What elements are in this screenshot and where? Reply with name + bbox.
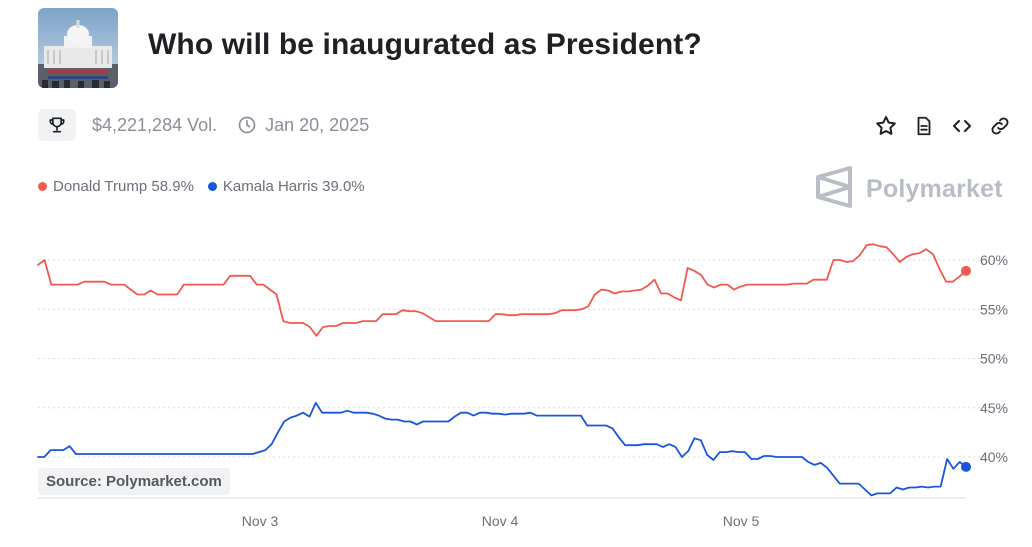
legend-label-harris: Kamala Harris 39.0% bbox=[222, 178, 365, 195]
source-label: Source: Polymarket.com bbox=[38, 468, 230, 495]
code-embed-icon[interactable] bbox=[948, 112, 976, 140]
chart-legend: Donald Trump 58.9% Kamala Harris 39.0% bbox=[38, 178, 379, 195]
clock-icon bbox=[237, 115, 257, 135]
link-icon[interactable] bbox=[986, 112, 1014, 140]
capitol-building-icon bbox=[38, 8, 118, 88]
legend-item-harris: Kamala Harris 39.0% bbox=[207, 178, 365, 195]
polymarket-logo-icon bbox=[814, 164, 854, 215]
star-icon[interactable] bbox=[872, 112, 900, 140]
y-tick-label: 50% bbox=[980, 351, 1008, 367]
trump-series-line bbox=[37, 243, 967, 337]
y-tick-label: 55% bbox=[980, 301, 1008, 317]
volume-text: $4,221,284 Vol. bbox=[92, 114, 218, 135]
y-tick-label: 45% bbox=[980, 400, 1008, 416]
legend-label-trump: Donald Trump 58.9% bbox=[53, 178, 194, 195]
market-title: Who will be inaugurated as President? bbox=[148, 28, 702, 61]
trump-endpoint-marker bbox=[961, 265, 971, 276]
document-icon[interactable] bbox=[910, 112, 938, 140]
y-tick-label: 40% bbox=[980, 449, 1008, 465]
harris-series-line bbox=[37, 401, 967, 497]
legend-dot-trump bbox=[38, 182, 47, 191]
end-date-text: Jan 20, 2025 bbox=[265, 114, 370, 135]
action-toolbar bbox=[872, 112, 1024, 140]
market-meta: $4,221,284 Vol. Jan 20, 2025 bbox=[38, 108, 369, 142]
brand-watermark: Polymarket bbox=[814, 164, 1003, 215]
legend-dot-harris bbox=[207, 182, 217, 191]
x-tick-label: Nov 3 bbox=[242, 513, 279, 529]
x-tick-label: Nov 5 bbox=[723, 513, 760, 529]
trophy-icon[interactable] bbox=[38, 109, 76, 141]
harris-endpoint-marker bbox=[961, 461, 971, 472]
y-tick-label: 60% bbox=[980, 252, 1008, 268]
x-tick-label: Nov 4 bbox=[482, 513, 519, 529]
legend-item-trump: Donald Trump 58.9% bbox=[38, 178, 194, 195]
brand-name: Polymarket bbox=[866, 175, 1003, 203]
